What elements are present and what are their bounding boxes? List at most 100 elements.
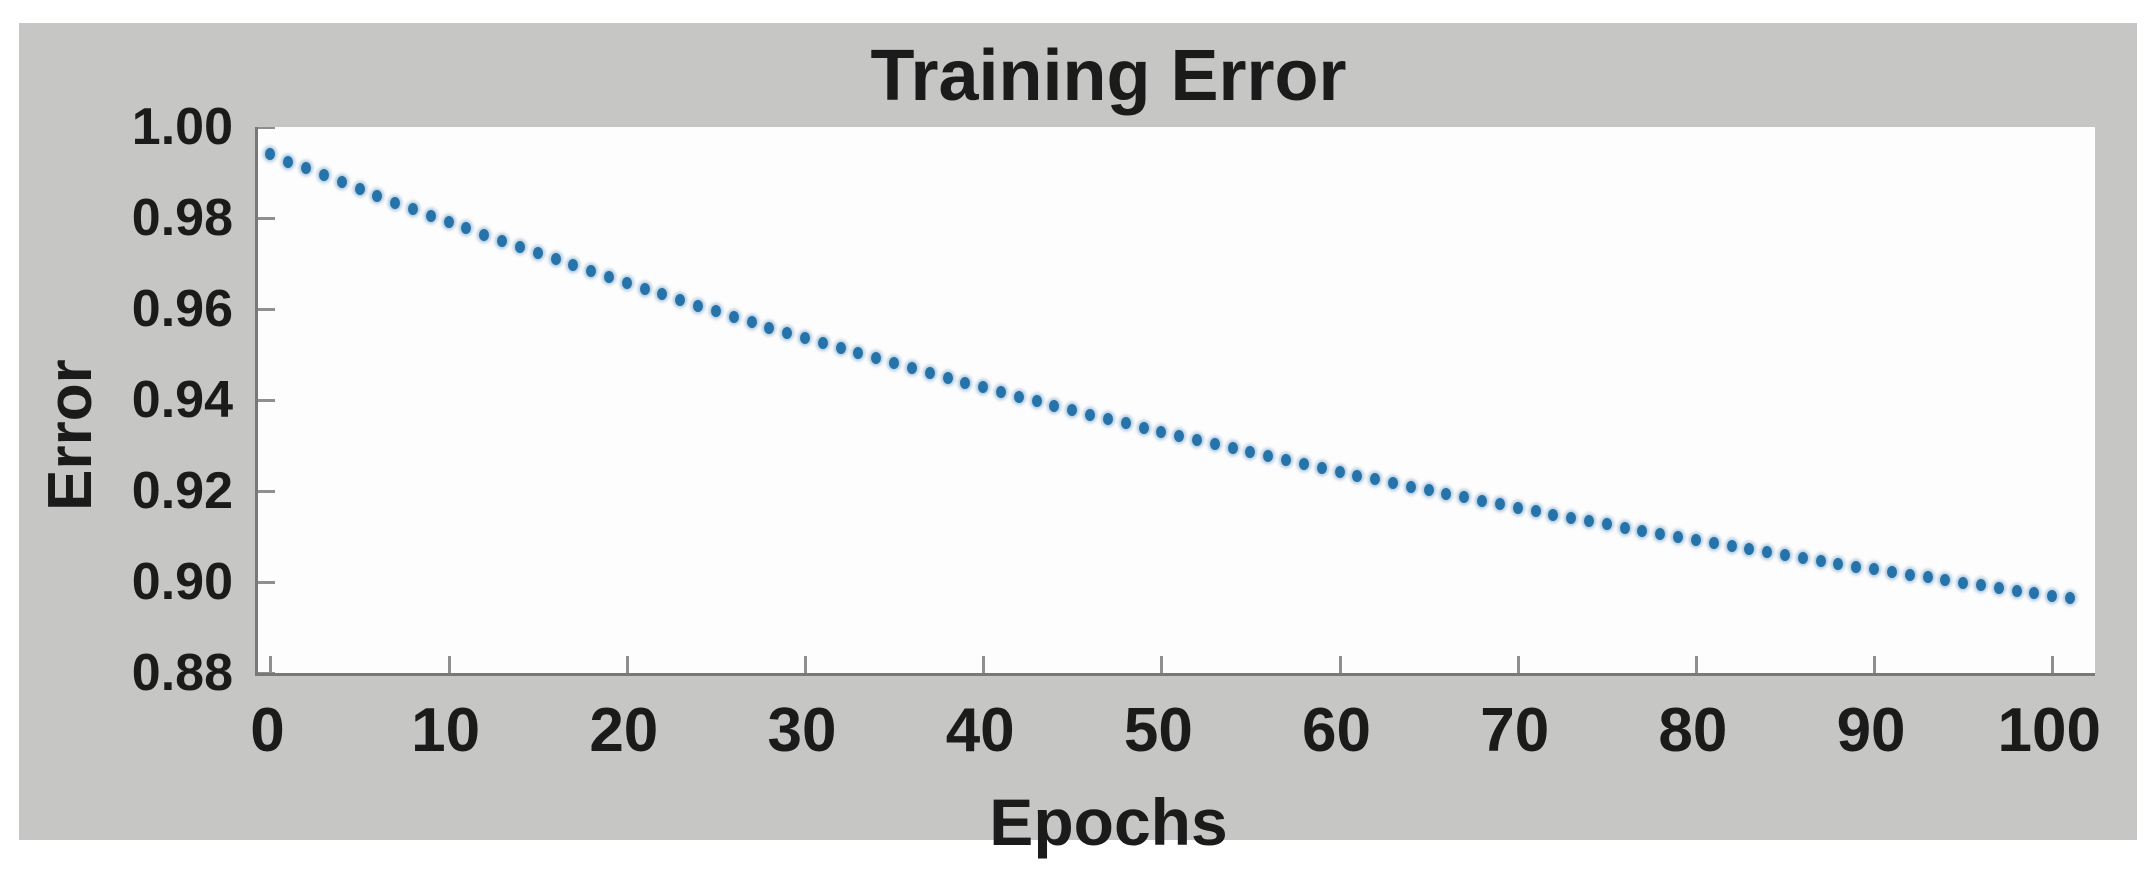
x-tick-mark <box>2051 656 2055 673</box>
data-point <box>1494 498 1505 511</box>
data-point <box>889 357 900 370</box>
data-point <box>835 342 846 355</box>
data-point <box>942 371 953 384</box>
data-point <box>675 294 686 307</box>
data-point <box>1423 484 1434 497</box>
data-point <box>2065 591 2076 604</box>
x-tick-mark <box>447 656 451 673</box>
data-point <box>853 347 864 360</box>
data-point <box>265 148 276 161</box>
y-tick-mark <box>258 581 275 584</box>
x-tick-label: 30 <box>767 696 837 765</box>
data-point <box>1637 525 1648 538</box>
data-point <box>1263 450 1274 463</box>
data-point <box>604 271 614 284</box>
data-point <box>1601 518 1612 531</box>
data-point <box>372 189 383 202</box>
data-point <box>1085 408 1096 421</box>
figure-panel: Training Error Error Epochs 1.00 0.98 0.96… <box>19 23 2137 857</box>
x-axis-title: Epochs <box>989 785 1228 859</box>
data-point <box>1477 495 1488 507</box>
data-point <box>461 222 472 235</box>
x-tick-mark <box>1338 656 1342 673</box>
data-point <box>1886 565 1897 578</box>
data-point <box>1387 476 1398 489</box>
x-tick-mark <box>1873 656 1877 673</box>
data-point <box>710 305 721 318</box>
data-point <box>800 332 810 345</box>
data-point <box>1102 413 1113 426</box>
data-point <box>336 176 347 189</box>
y-tick-mark <box>258 308 275 311</box>
data-point <box>301 162 312 175</box>
data-point <box>1530 505 1541 518</box>
data-point <box>1815 555 1826 568</box>
x-tick-mark <box>1160 656 1164 673</box>
data-point <box>1209 438 1220 451</box>
data-point <box>1566 511 1577 524</box>
x-tick-mark <box>1516 656 1520 673</box>
data-point <box>693 299 704 312</box>
data-point <box>1851 560 1862 573</box>
data-point <box>1762 546 1773 559</box>
x-tick-mark <box>982 656 986 673</box>
data-point <box>906 362 917 375</box>
y-tick-mark <box>258 672 275 673</box>
data-point <box>871 352 882 365</box>
data-point <box>568 259 579 272</box>
data-point <box>1619 521 1630 534</box>
data-point <box>532 247 543 260</box>
data-point <box>390 196 401 209</box>
data-point <box>657 288 668 301</box>
data-point <box>1352 469 1363 482</box>
data-point <box>1174 429 1185 442</box>
data-point <box>1120 417 1131 430</box>
data-point <box>1548 508 1559 521</box>
data-point <box>283 155 294 168</box>
data-point <box>1904 568 1915 581</box>
data-point <box>1655 527 1666 540</box>
data-point <box>1441 487 1452 500</box>
data-point <box>1049 399 1060 412</box>
data-point <box>1405 480 1416 493</box>
x-tick-label: 100 <box>1997 696 2101 765</box>
data-point <box>479 228 490 241</box>
data-point <box>1690 534 1701 547</box>
data-point <box>1512 501 1523 514</box>
data-point <box>817 337 828 350</box>
data-point <box>1744 543 1755 556</box>
data-point <box>1975 579 1986 592</box>
data-point <box>978 381 989 394</box>
data-point <box>1779 549 1790 562</box>
x-tick-mark <box>625 656 629 673</box>
data-point <box>1227 442 1238 455</box>
data-point <box>408 202 418 215</box>
data-point <box>497 235 508 248</box>
data-point <box>586 265 597 278</box>
x-tick-label: 60 <box>1302 696 1372 765</box>
y-tick-label: 0.88 <box>131 644 233 702</box>
data-point <box>1245 446 1256 459</box>
data-point <box>1191 434 1202 447</box>
x-tick-label: 90 <box>1836 696 1906 765</box>
data-point <box>1673 530 1684 543</box>
plot-area <box>255 127 2095 676</box>
data-point <box>1940 574 1951 587</box>
data-point <box>1298 458 1309 471</box>
chart-title: Training Error <box>870 36 1347 116</box>
x-tick-label: 80 <box>1658 696 1728 765</box>
data-point <box>550 253 561 266</box>
data-point <box>318 169 329 182</box>
y-tick-mark <box>258 127 275 129</box>
data-point <box>746 316 757 329</box>
data-point <box>960 376 971 389</box>
data-point <box>995 385 1006 398</box>
x-tick-mark <box>804 656 807 673</box>
data-point <box>2011 584 2022 597</box>
data-point <box>1708 537 1719 550</box>
x-tick-mark <box>1694 656 1698 673</box>
data-point <box>425 209 436 222</box>
y-tick-label: 1.00 <box>131 98 233 156</box>
data-point <box>1138 421 1149 434</box>
data-point <box>621 277 632 290</box>
